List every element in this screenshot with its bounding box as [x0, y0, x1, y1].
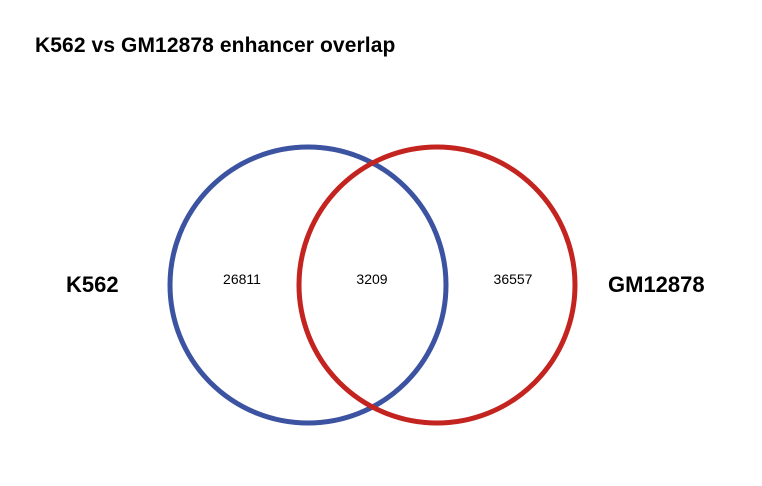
count-overlap: 3209	[356, 271, 387, 287]
count-k562-only: 26811	[223, 271, 261, 287]
set-label-k562: K562	[66, 272, 119, 297]
gm12878-circle	[296, 144, 578, 426]
set-label-gm12878: GM12878	[608, 272, 705, 297]
count-gm12878-only: 36557	[494, 271, 533, 287]
diagram-title: K562 vs GM12878 enhancer overlap	[35, 34, 396, 57]
k562-circle	[167, 144, 449, 426]
